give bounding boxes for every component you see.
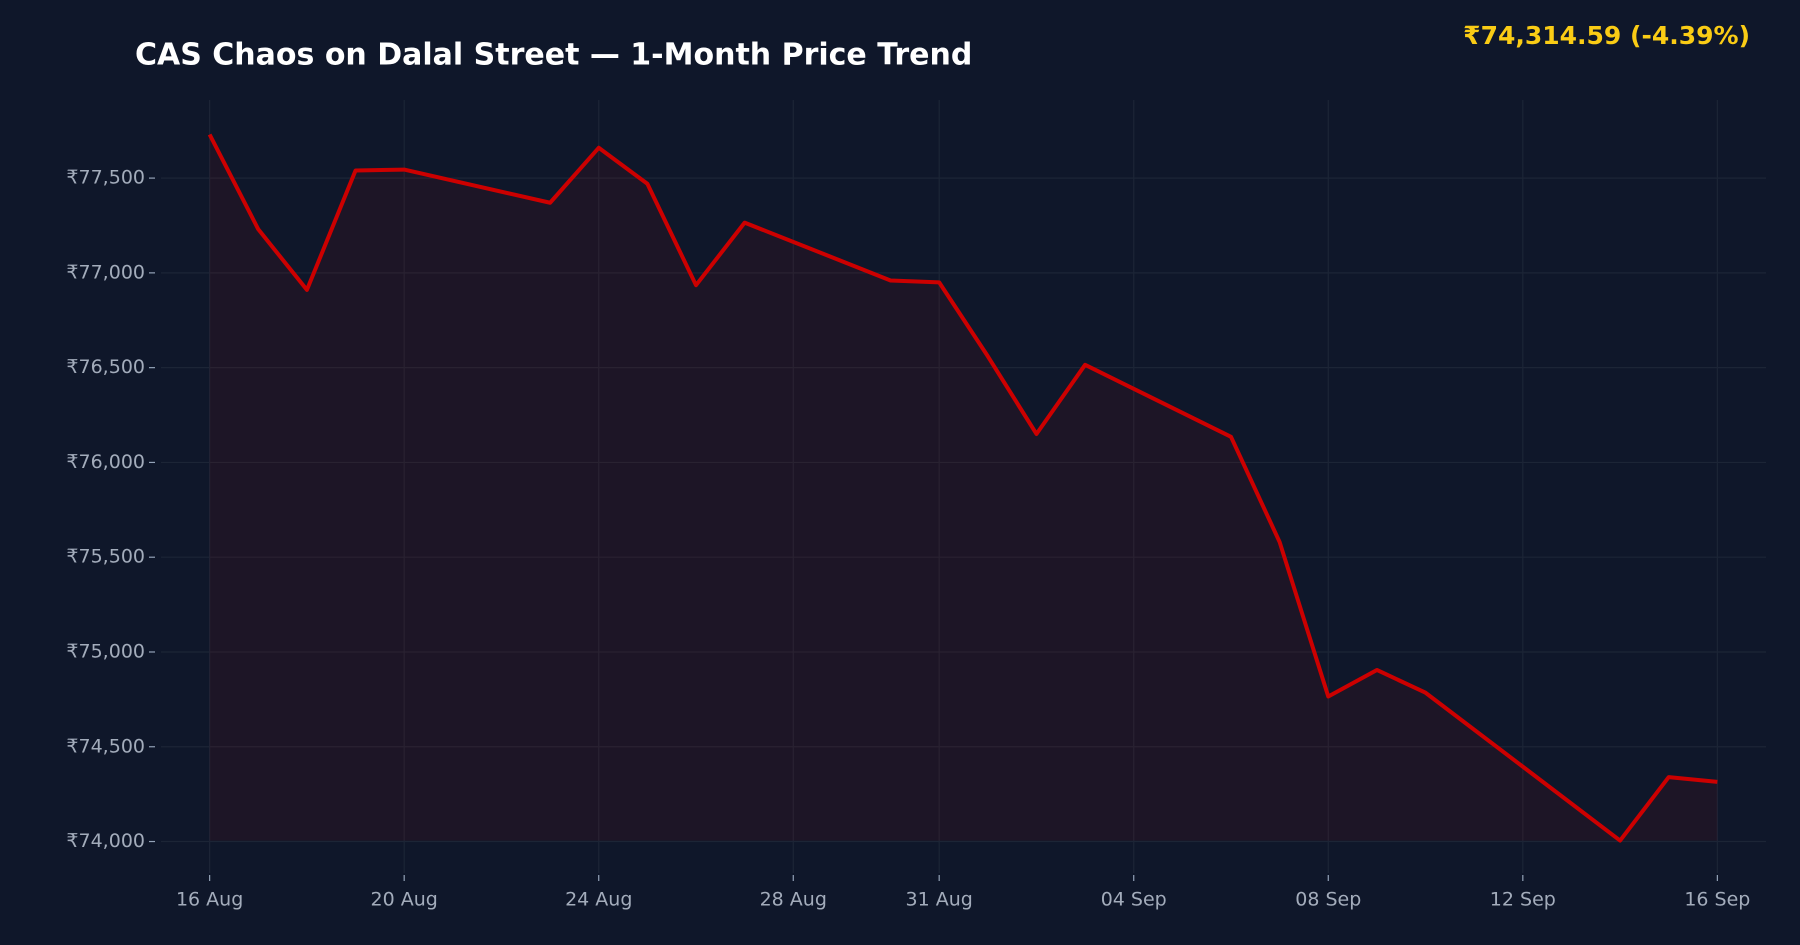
x-tick-label: 12 Sep: [1490, 889, 1556, 911]
y-tick-label: ₹75,000: [66, 640, 145, 662]
chart-title: CAS Chaos on Dalal Street — 1-Month Pric…: [135, 38, 972, 73]
x-tick-label: 16 Sep: [1684, 889, 1750, 911]
y-tick-label: ₹74,500: [66, 735, 145, 757]
x-tick-label: 20 Aug: [371, 889, 438, 911]
x-tick-label: 31 Aug: [906, 889, 973, 911]
y-tick-label: ₹76,500: [66, 356, 145, 378]
y-tick-label: ₹76,000: [66, 451, 145, 473]
y-tick-label: ₹77,500: [66, 167, 145, 189]
price-line: [207, 133, 1718, 843]
price-annotation: ₹74,314.59 (-4.39%): [1463, 21, 1750, 50]
x-tick-label: 04 Sep: [1101, 889, 1167, 911]
y-tick-label: ₹77,000: [66, 261, 145, 283]
x-tick-label: 08 Sep: [1295, 889, 1361, 911]
x-tick-label: 28 Aug: [760, 889, 827, 911]
y-tick-label: ₹75,500: [66, 546, 145, 568]
y-tick-label: ₹74,000: [66, 830, 145, 852]
area-fill: [209, 134, 1718, 841]
x-tick-label: 24 Aug: [565, 889, 632, 911]
x-tick-label: 16 Aug: [176, 889, 243, 911]
